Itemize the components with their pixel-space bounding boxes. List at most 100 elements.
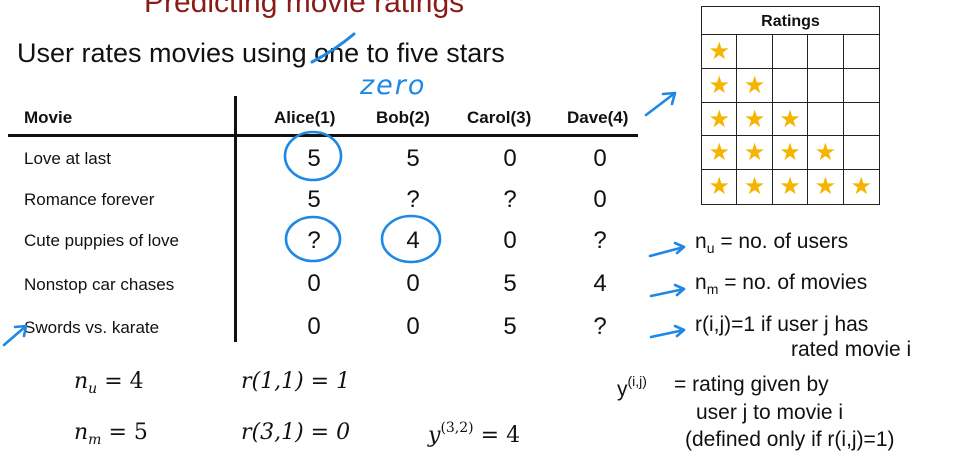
empty-grid-cell [808,68,844,103]
rating-cell: ? [593,227,607,254]
note-y-line3: (defined only if r(i,j)=1) [685,428,895,451]
note-r-line1: r(i,j)=1 if user j has [695,313,869,336]
math-y32-rhs: = 4 [480,423,521,448]
rating-cell: 4 [406,227,420,254]
subtitle-text-after: to five stars [359,38,505,68]
note-y-line1: = rating given by [674,373,829,396]
empty-grid-cell [772,35,809,69]
rating-cell: 5 [307,145,321,172]
empty-grid-cell [772,68,809,103]
y-sup: (i,j) [627,373,647,389]
empty-grid-cell [808,35,844,69]
math-nm-rhs: = 5 [108,420,148,445]
rating-cell: 0 [593,145,607,172]
star-icon: ★ [808,170,844,204]
math-nu: nu = 4 [74,369,144,397]
star-icon: ★ [702,102,738,137]
empty-grid-cell [808,102,844,137]
movie-label-5: Swords vs. karate [24,318,160,337]
header-divider [8,134,638,137]
note-nu: nu = no. of users [695,230,848,256]
rating-cell: 5 [406,145,420,172]
nu-base: n [695,230,707,253]
header-user-1: Alice(1) [274,108,336,127]
ratings-legend-title: Ratings [702,7,879,35]
star-icon: ★ [702,136,738,171]
star-icon: ★ [772,102,809,137]
empty-grid-cell [843,69,879,103]
nm-sub: m [706,281,719,297]
rating-cell: 4 [593,270,607,297]
rating-cell: ? [406,186,420,213]
empty-grid-cell [843,136,879,171]
nu-text: = no. of users [720,230,849,253]
rating-cell: 0 [406,313,420,340]
math-y32-sup: (3,2) [440,420,474,436]
note-y-symbol: y(i,j) [617,373,647,402]
header-user-4: Dave(4) [567,108,629,127]
star-icon: ★ [737,102,773,137]
rating-cell: 0 [406,270,420,297]
rating-cell: 0 [503,227,517,254]
rating-cell: ? [593,313,607,340]
header-user-3: Carol(3) [467,108,532,127]
math-nm-base: n [74,420,89,445]
rating-cell: ? [503,186,517,213]
movie-label-2: Romance forever [24,190,155,209]
star-icon: ★ [772,136,809,171]
rating-cell: 5 [503,313,517,340]
arrow-to-nm-icon [649,283,686,298]
slide-subtitle: User rates movies using one to five star… [17,32,505,69]
star-icon: ★ [737,68,773,103]
rating-cell: 5 [307,186,321,213]
movie-label-4: Nonstop car chases [24,275,175,294]
star-icon: ★ [808,136,844,171]
column-divider [234,96,237,342]
rating-cell: ? [307,227,321,254]
math-nu-base: n [74,369,89,394]
star-grid: ★ ★ ★ ★ ★ ★ ★ ★ ★ ★ ★ ★ ★ ★ ★ [702,35,879,204]
rating-cell: 0 [307,270,321,297]
math-r31: r(3,1) = 0 [241,420,351,445]
math-r11: r(1,1) = 1 [241,369,351,394]
arrow-to-r-icon [649,324,686,339]
note-r-line2: rated movie i [791,338,912,361]
math-nu-rhs: = 4 [104,369,144,394]
star-icon: ★ [773,170,809,204]
rating-cell: 0 [503,145,517,172]
math-nu-sub: u [88,381,98,397]
movie-label-3: Cute puppies of love [24,231,179,250]
slide-title: Predicting movie ratings [144,0,465,19]
star-icon: ★ [702,35,738,69]
arrow-to-swords-icon [2,324,28,347]
star-icon: ★ [702,68,738,103]
math-y32: y(3,2) = 4 [428,420,520,448]
note-y-line2: user j to movie i [696,401,844,424]
y-base: y [617,378,628,401]
note-nm: nm = no. of movies [695,271,867,297]
header-movie: Movie [24,108,73,127]
empty-grid-cell [843,103,879,137]
arrow-to-dave-icon [644,91,677,117]
subtitle-text-before: User rates movies using [17,38,315,68]
nm-text: = no. of movies [724,271,868,294]
star-icon: ★ [850,173,873,201]
struck-word-text: one [314,38,360,68]
struck-word: one [310,32,360,69]
star-icon: ★ [702,170,738,204]
empty-grid-cell [737,35,773,69]
rating-cell: 0 [307,313,321,340]
math-y32-base: y [428,423,441,448]
star-icon: ★ [737,136,773,171]
nu-sub: u [706,240,715,256]
math-nm-sub: m [88,432,102,448]
rating-cell: 5 [503,270,517,297]
ratings-legend: Ratings ★ ★ ★ ★ ★ ★ ★ ★ ★ ★ ★ ★ ★ ★ ★ [701,6,880,205]
star-icon: ★ [737,170,773,204]
nm-base: n [695,271,707,294]
rating-cell: 0 [593,186,607,213]
math-nm: nm = 5 [74,420,148,448]
header-user-2: Bob(2) [376,108,430,127]
handwritten-zero: zero [360,70,427,101]
